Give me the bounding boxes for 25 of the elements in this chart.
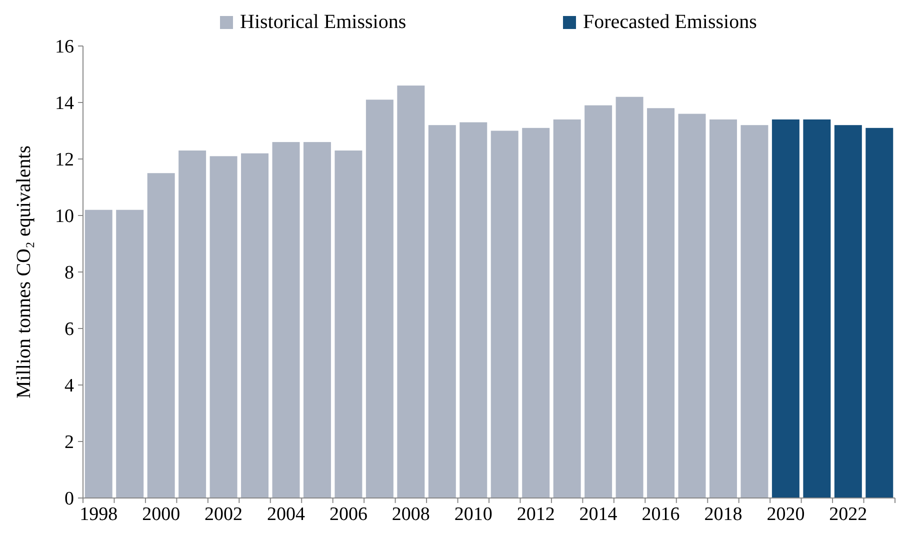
x-tick-label: 2014 bbox=[579, 504, 618, 525]
y-tick-label: 6 bbox=[64, 319, 74, 340]
x-tick-label: 2004 bbox=[267, 504, 306, 525]
y-tick-label: 0 bbox=[64, 488, 74, 510]
x-tick-label: 2020 bbox=[766, 504, 805, 525]
x-tick-label: 2008 bbox=[392, 504, 430, 525]
x-tick-label: 1998 bbox=[80, 504, 118, 525]
y-tick-label: 12 bbox=[55, 150, 74, 171]
x-tick-label: 2012 bbox=[516, 504, 555, 525]
x-tick-label: 2000 bbox=[142, 504, 180, 525]
legend-label: Forecasted Emissions bbox=[583, 11, 758, 33]
x-tick-label: 2010 bbox=[454, 504, 492, 525]
y-tick-label: 14 bbox=[55, 93, 74, 114]
y-tick-label: 8 bbox=[64, 262, 74, 284]
x-tick-label: 2016 bbox=[642, 504, 680, 525]
y-tick-label: 4 bbox=[64, 376, 74, 397]
x-tick-label: 2002 bbox=[204, 504, 243, 525]
x-tick-label: 2018 bbox=[704, 504, 742, 525]
y-tick-label: 2 bbox=[64, 432, 74, 454]
y-axis-title: Million tonnes CO₂ equivalents bbox=[13, 145, 35, 399]
y-tick-label: 16 bbox=[55, 36, 74, 58]
legend-label: Historical Emissions bbox=[240, 11, 406, 33]
x-tick-label: 2022 bbox=[829, 504, 868, 525]
x-tick-label: 2006 bbox=[329, 504, 368, 525]
y-tick-label: 10 bbox=[55, 206, 74, 228]
